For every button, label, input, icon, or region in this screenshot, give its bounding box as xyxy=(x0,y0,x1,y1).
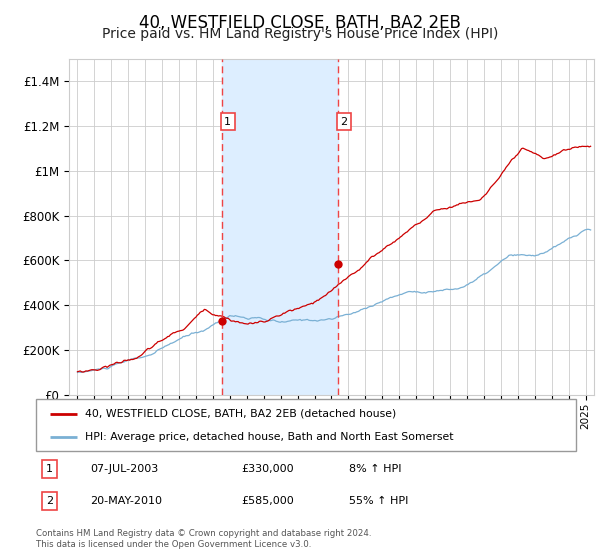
Text: 07-JUL-2003: 07-JUL-2003 xyxy=(90,464,158,474)
Text: 2: 2 xyxy=(46,496,53,506)
Text: 40, WESTFIELD CLOSE, BATH, BA2 2EB: 40, WESTFIELD CLOSE, BATH, BA2 2EB xyxy=(139,14,461,32)
Text: 1: 1 xyxy=(46,464,53,474)
Text: Price paid vs. HM Land Registry's House Price Index (HPI): Price paid vs. HM Land Registry's House … xyxy=(102,27,498,41)
Text: £585,000: £585,000 xyxy=(241,496,294,506)
Text: 55% ↑ HPI: 55% ↑ HPI xyxy=(349,496,409,506)
Text: HPI: Average price, detached house, Bath and North East Somerset: HPI: Average price, detached house, Bath… xyxy=(85,432,453,442)
Bar xyxy=(222,59,338,395)
Text: 40, WESTFIELD CLOSE, BATH, BA2 2EB (detached house): 40, WESTFIELD CLOSE, BATH, BA2 2EB (deta… xyxy=(85,409,396,419)
Text: 8% ↑ HPI: 8% ↑ HPI xyxy=(349,464,402,474)
Text: 1: 1 xyxy=(224,116,231,127)
Text: Contains HM Land Registry data © Crown copyright and database right 2024.
This d: Contains HM Land Registry data © Crown c… xyxy=(36,529,371,549)
Text: 2: 2 xyxy=(340,116,347,127)
Text: 20-MAY-2010: 20-MAY-2010 xyxy=(90,496,162,506)
Text: £330,000: £330,000 xyxy=(241,464,294,474)
